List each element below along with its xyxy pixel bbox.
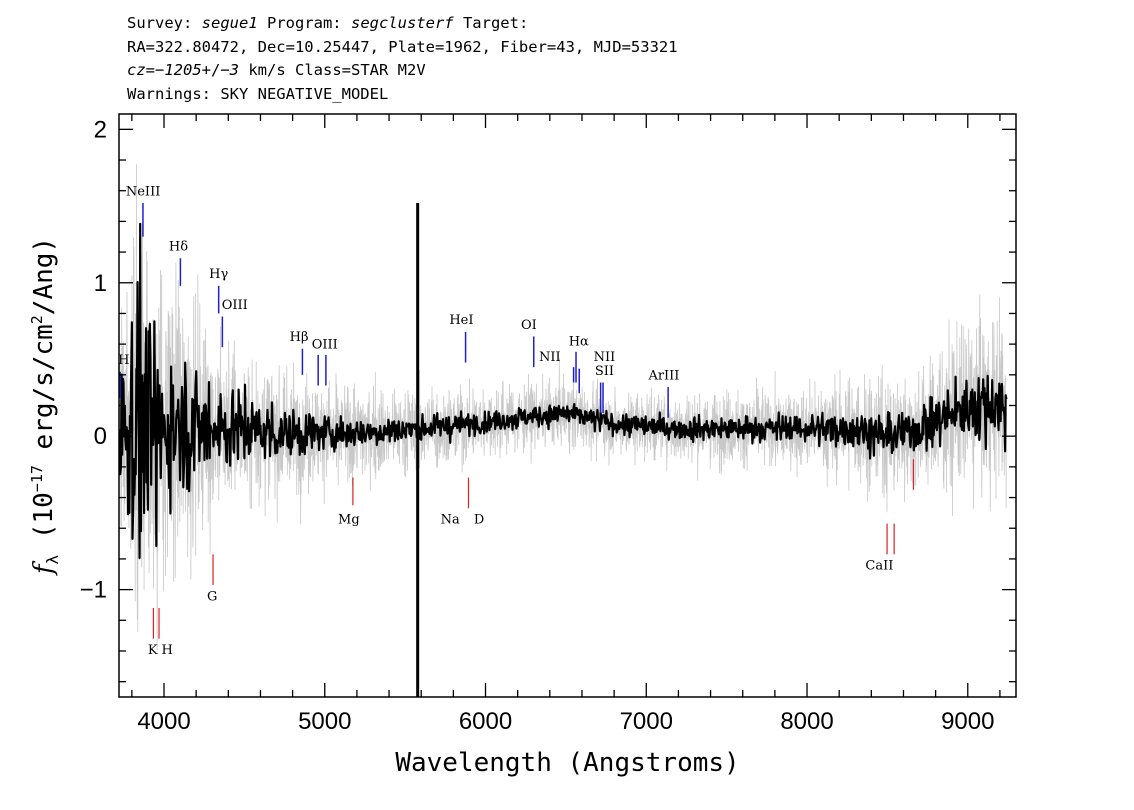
absorption-label: Mg (338, 513, 360, 528)
header-cz-error: 3 (229, 61, 240, 79)
emission-label: Hδ (169, 240, 188, 255)
x-tick-label: 5000 (298, 708, 351, 735)
emission-label: NII (539, 350, 561, 365)
header-program-label: Program: (257, 14, 351, 32)
emission-label: ArIII (647, 368, 679, 383)
header-plusminus: +/− (201, 61, 230, 79)
emission-label: OIII (222, 298, 248, 313)
header-target-label: Target: (453, 14, 529, 32)
y-tick-label: 2 (94, 116, 107, 143)
y-axis-title: fλ (10−17 erg/s/cm2/Ang) (28, 237, 62, 576)
spectrum-header: Survey: segue1 Program: segclusterf Targ… (127, 12, 678, 106)
header-line-4: Warnings: SKY NEGATIVE_MODEL (127, 84, 389, 103)
x-axis-title: Wavelength (Angstroms) (395, 748, 739, 778)
x-tick-label: 8000 (780, 708, 833, 735)
emission-label: NII (594, 350, 616, 365)
x-tick-label: 4000 (137, 708, 190, 735)
absorption-label: CaII (865, 559, 893, 574)
x-tick-label: 9000 (941, 708, 994, 735)
emission-label: OIII (312, 338, 338, 353)
y-tick-label: 0 (94, 423, 107, 450)
error-trace (119, 164, 1007, 651)
header-line-3: cz=−1205+/−3 km/s Class=STAR M2V (127, 59, 678, 83)
emission-label: HeI (449, 313, 473, 328)
emission-label: Hγ (209, 267, 228, 282)
axis-ticks: 4000 5000 6000 7000 8000 9000 −1 0 1 2 (80, 114, 1016, 735)
header-class: km/s Class=STAR M2V (239, 61, 426, 79)
x-tick-label: 6000 (459, 708, 512, 735)
emission-label: SII (595, 364, 614, 379)
y-tick-label: 1 (94, 270, 107, 297)
header-program-value: segclusterf (350, 14, 454, 32)
header-survey-label: Survey: (127, 14, 202, 32)
emission-label: Hα (569, 335, 589, 350)
emission-label: OI (521, 318, 537, 333)
error-band (119, 164, 1007, 651)
header-line-2: RA=322.80472, Dec=10.25447, Plate=1962, … (127, 37, 678, 56)
header-survey-value: segue1 (201, 14, 258, 32)
emission-label: NeIII (126, 184, 160, 199)
absorption-label: Na (441, 513, 460, 528)
absorption-label: G (207, 589, 217, 604)
header-line-1: Survey: segue1 Program: segclusterf Targ… (127, 12, 678, 36)
header-cz-label: cz= (127, 61, 155, 79)
absorption-label: H (162, 643, 173, 658)
absorption-label: K (148, 643, 158, 658)
absorption-label: D (474, 513, 484, 528)
emission-label: Hβ (290, 330, 309, 345)
header-cz-value: −1205 (155, 61, 202, 79)
flux-line (119, 222, 1008, 559)
y-tick-label: −1 (80, 577, 107, 604)
emission-label: H (118, 353, 129, 368)
x-tick-label: 7000 (620, 708, 673, 735)
flux-series (119, 222, 1008, 559)
